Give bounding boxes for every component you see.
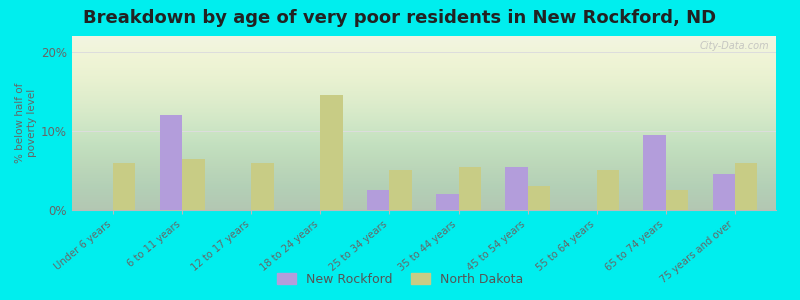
Bar — [458, 167, 481, 210]
Bar — [390, 170, 411, 210]
Text: City-Data.com: City-Data.com — [699, 41, 769, 51]
Legend: New Rockford, North Dakota: New Rockford, North Dakota — [272, 268, 528, 291]
Bar — [367, 190, 390, 210]
Text: Breakdown by age of very poor residents in New Rockford, ND: Breakdown by age of very poor residents … — [83, 9, 717, 27]
Bar — [114, 163, 135, 210]
Y-axis label: % below half of
poverty level: % below half of poverty level — [15, 83, 37, 163]
Bar — [597, 170, 618, 210]
Bar — [713, 174, 734, 210]
Bar — [251, 163, 274, 210]
Bar — [666, 190, 688, 210]
Bar — [321, 95, 342, 210]
Bar — [527, 186, 550, 210]
Bar — [160, 115, 182, 210]
Bar — [437, 194, 458, 210]
Bar — [643, 135, 666, 210]
Bar — [182, 159, 205, 210]
Bar — [506, 167, 527, 210]
Bar — [734, 163, 757, 210]
